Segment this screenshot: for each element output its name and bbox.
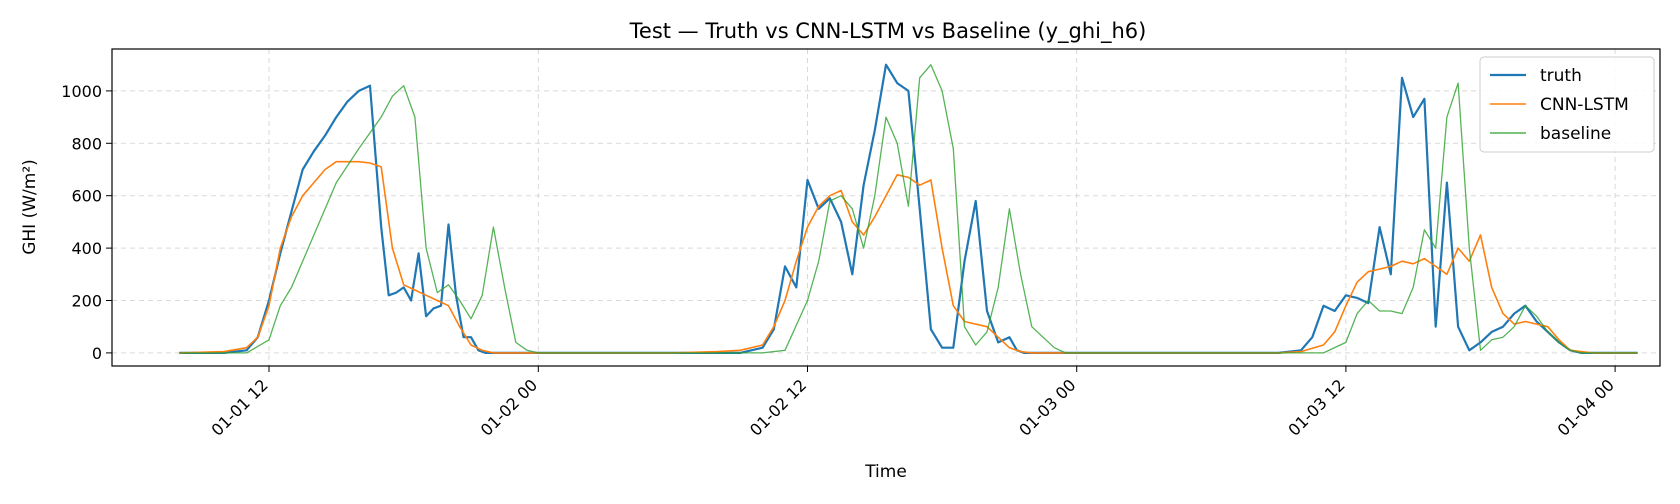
legend-label-baseline: baseline (1540, 124, 1611, 144)
legend: truth CNN-LSTM baseline (1479, 56, 1655, 153)
legend-label-truth: truth (1540, 66, 1582, 86)
y-axis-label: GHI (W/m²) (20, 159, 40, 255)
y-tick-label: 1000 (61, 82, 102, 101)
y-tick-label: 600 (71, 187, 102, 206)
legend-box (1479, 56, 1655, 153)
y-tick-label: 200 (71, 292, 102, 311)
y-tick-label: 0 (92, 344, 102, 363)
series-line-truth (179, 63, 1638, 354)
chart-title: Test — Truth vs CNN-LSTM vs Baseline (y_… (629, 19, 1147, 44)
series-line-baseline (179, 64, 1638, 354)
x-axis-label: Time (864, 462, 907, 482)
y-axis-ticks: 0 200 400 600 800 1000 (61, 82, 112, 363)
legend-label-cnn-lstm: CNN-LSTM (1540, 95, 1629, 115)
series-lines (179, 63, 1638, 354)
y-tick-label: 800 (71, 134, 102, 153)
series-line-cnn-lstm (179, 160, 1638, 354)
y-tick-label: 400 (71, 239, 102, 258)
plot-area-frame (111, 48, 1661, 367)
